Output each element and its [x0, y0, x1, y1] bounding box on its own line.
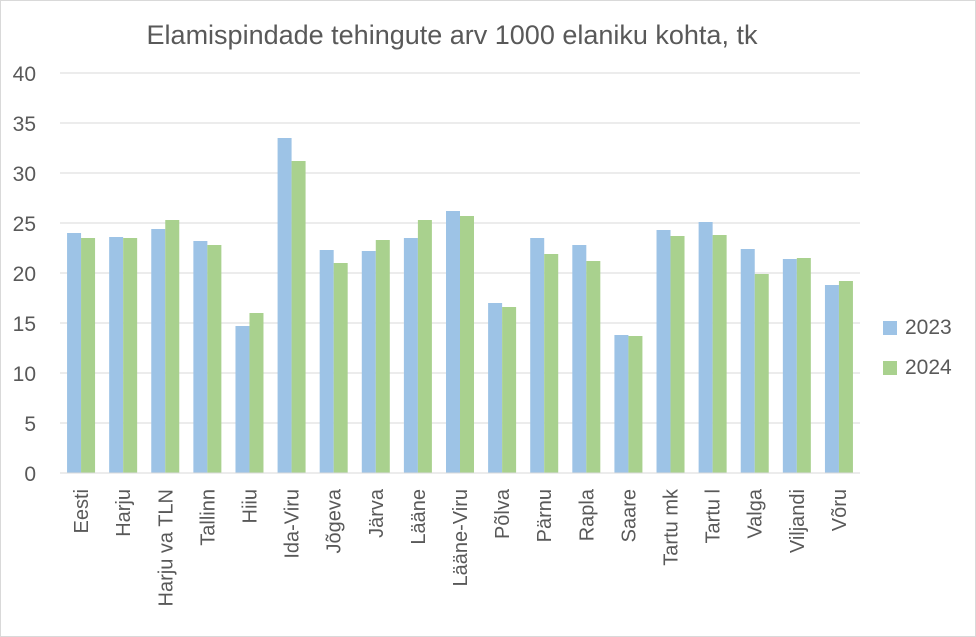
x-tick-label: Valga [745, 488, 767, 539]
x-tick-label: Saare [618, 489, 640, 542]
x-tick-label: Põlva [492, 488, 514, 539]
y-tick-label: 35 [13, 113, 36, 136]
x-tick-label: Viljandi [787, 489, 809, 553]
bar-2023 [488, 303, 503, 473]
bar-2023 [277, 138, 292, 473]
chart-title: Elamispindade tehingute arv 1000 elaniku… [146, 20, 758, 50]
bar-2024 [712, 235, 727, 473]
bar-2023 [782, 259, 797, 473]
bar-2023 [403, 238, 418, 473]
bar-2024 [417, 220, 432, 473]
bar-2024 [460, 216, 474, 473]
bar-2023 [824, 285, 839, 473]
x-tick-label: Järva [366, 488, 388, 538]
x-tick-label: Jõgeva [324, 488, 346, 553]
bar-2024 [165, 220, 180, 473]
bar-2023 [530, 238, 545, 473]
bar-2024 [207, 245, 222, 473]
axes: 0 5 10 15 20 25 30 35 40 Eesti Harju Harju va TLN Ta… [13, 63, 860, 606]
bar-2023 [614, 335, 629, 473]
x-tick-label: Ida-Viru [282, 489, 304, 559]
bar-2023 [740, 249, 755, 473]
bar-2024 [838, 281, 853, 473]
bar-2023 [361, 251, 376, 473]
legend-swatch-2023 [883, 321, 897, 335]
bar-2024 [796, 258, 811, 473]
bar-2023 [319, 250, 334, 473]
y-tick-label: 10 [13, 363, 36, 386]
x-tick-label: Lääne-Viru [450, 489, 472, 586]
bar-2024 [670, 236, 685, 473]
x-tick-label: Lääne [408, 489, 430, 545]
bar-2024 [544, 254, 559, 473]
bar-2024 [123, 238, 138, 473]
bar-2023 [235, 326, 250, 473]
legend: 2023 2024 [883, 308, 952, 388]
legend-swatch-2024 [883, 361, 897, 375]
bar-2023 [698, 222, 713, 473]
bar-2023 [151, 229, 166, 473]
bar-2023 [446, 211, 460, 473]
bar-2024 [81, 238, 96, 473]
legend-item-2024: 2024 [883, 348, 952, 388]
legend-label-2023: 2023 [905, 316, 952, 339]
x-tick-label: Võru [829, 489, 851, 531]
y-tick-label: 30 [13, 163, 36, 186]
x-tick-label: Harju va TLN [155, 489, 177, 606]
x-tick-label: Rapla [576, 488, 598, 541]
x-tick-label: Tartu l [703, 489, 725, 543]
x-tick-label: Harju [113, 489, 135, 537]
y-tick-label: 5 [24, 413, 36, 436]
bars [67, 138, 853, 473]
bar-2024 [586, 261, 601, 473]
bar-2023 [67, 233, 82, 473]
bar-2024 [375, 240, 390, 473]
bar-2024 [502, 307, 517, 473]
legend-label-2024: 2024 [905, 356, 952, 379]
y-tick-label: 15 [13, 313, 36, 336]
legend-item-2023: 2023 [883, 308, 952, 348]
bar-2023 [572, 245, 587, 473]
bar-2024 [333, 263, 348, 473]
x-tick-label: Tallinn [197, 489, 219, 546]
bar-2024 [291, 161, 306, 473]
bar-2024 [754, 274, 769, 473]
x-tick-label: Eesti [71, 489, 93, 533]
bar-2024 [628, 336, 643, 473]
y-tick-label: 0 [24, 463, 36, 486]
x-tick-label: Pärnu [534, 489, 556, 542]
x-tick-label: Tartu mk [661, 488, 683, 566]
bar-2023 [656, 230, 671, 473]
bar-2023 [109, 237, 124, 473]
y-tick-label: 25 [13, 213, 36, 236]
y-tick-label: 20 [13, 263, 36, 286]
bar-2023 [193, 241, 208, 473]
y-tick-label: 40 [13, 63, 36, 86]
x-tick-label: Hiiu [239, 489, 261, 523]
bar-2024 [249, 313, 264, 473]
